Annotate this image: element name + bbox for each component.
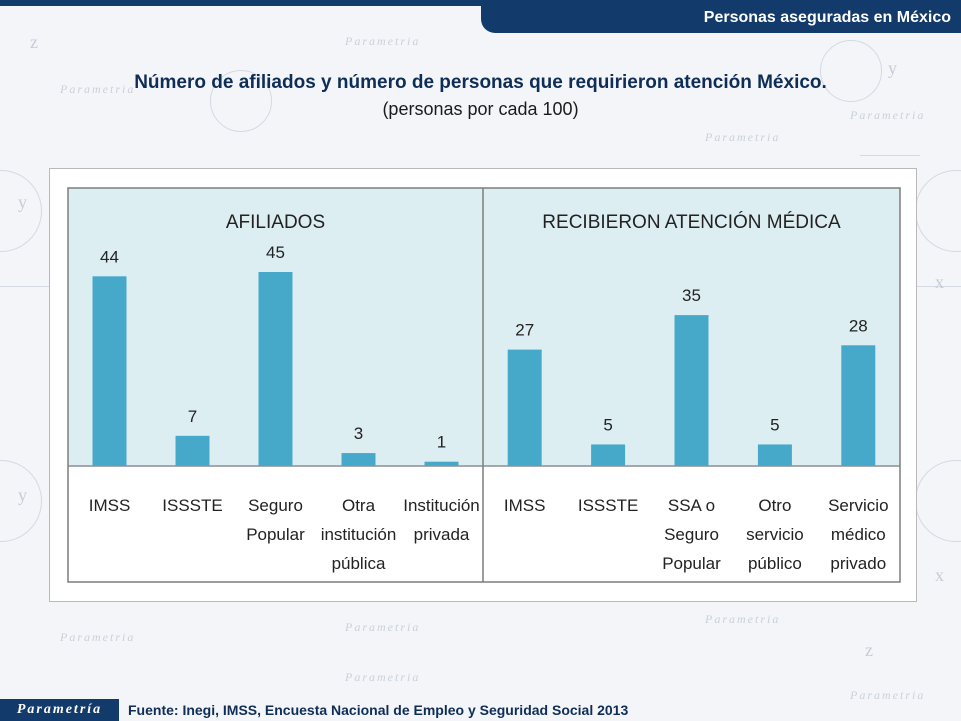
category-label: IMSS — [504, 496, 546, 515]
bar — [841, 345, 876, 466]
bar-value-label: 7 — [188, 407, 197, 426]
watermark-glyph: y — [18, 485, 27, 505]
watermark-text: Parametria — [345, 670, 421, 684]
category-label: Servicio — [828, 496, 888, 515]
parametria-logo: Parametría — [0, 699, 119, 721]
bar-value-label: 1 — [437, 433, 446, 452]
category-label: Seguro — [248, 496, 303, 515]
bar — [258, 272, 293, 466]
category-label: ISSSTE — [162, 496, 222, 515]
watermark-text: Parametria — [345, 34, 421, 48]
plot-border — [67, 187, 901, 583]
category-label: privada — [414, 525, 470, 544]
category-label: privado — [830, 554, 886, 573]
category-label: servicio — [746, 525, 804, 544]
watermark-line — [860, 155, 920, 156]
chart-subtitle: (personas por cada 100) — [382, 99, 579, 119]
category-label: público — [748, 554, 802, 573]
bar — [507, 349, 542, 466]
category-label: pública — [332, 554, 386, 573]
bar-value-label: 3 — [354, 424, 363, 443]
panel-title: RECIBIERON ATENCIÓN MÉDICA — [542, 211, 841, 233]
category-label: Otro — [758, 496, 791, 515]
category-label: Institución — [403, 496, 480, 515]
panel-title: AFILIADOS — [226, 212, 325, 233]
category-label: Popular — [246, 525, 305, 544]
watermark-line — [0, 286, 49, 287]
watermark-glyph: y — [18, 192, 27, 212]
bar-value-label: 44 — [100, 247, 119, 266]
category-label: SSA o — [668, 496, 715, 515]
category-label: ISSSTE — [578, 496, 638, 515]
chart-title: Número de afiliados y número de personas… — [134, 72, 827, 93]
watermark-circle — [915, 460, 961, 542]
watermark-glyph: z — [865, 640, 873, 660]
watermark-text: Parametria — [850, 688, 926, 702]
watermark-glyph: x — [935, 565, 944, 585]
bar-value-label: 27 — [515, 321, 534, 340]
watermark-glyph: x — [935, 272, 944, 292]
bar — [757, 444, 792, 466]
watermark-circle — [915, 170, 961, 252]
bar-value-label: 35 — [682, 286, 701, 305]
category-label: Popular — [662, 554, 721, 573]
logo-text: Parametría — [16, 702, 103, 717]
header-tab-title: Personas aseguradas en México — [703, 8, 951, 26]
watermark-circle — [820, 40, 882, 102]
bar-value-label: 45 — [266, 243, 285, 262]
category-label: Otra — [342, 496, 376, 515]
watermark-text: Parametria — [60, 82, 136, 96]
watermark-text: Parametria — [60, 630, 136, 644]
bar-value-label: 5 — [603, 415, 612, 434]
category-label: IMSS — [89, 496, 131, 515]
top-bar — [0, 0, 961, 6]
category-label: institución — [321, 525, 397, 544]
bar — [175, 435, 210, 466]
chart-frame: AFILIADOS 44 IMSS 7 ISSSTE 45 Seguro Popular 3 Ot… — [49, 168, 917, 602]
bar-value-label: 28 — [849, 316, 868, 335]
watermark-text: Parametria — [345, 620, 421, 634]
bar-chart: AFILIADOS 44 IMSS 7 ISSSTE 45 Seguro Popular 3 Ot… — [67, 187, 901, 583]
bar — [341, 453, 376, 466]
watermark-circle — [210, 70, 272, 132]
bar — [92, 276, 127, 466]
source-note: Fuente: Inegi, IMSS, Encuesta Nacional d… — [128, 702, 629, 718]
watermark-line — [917, 286, 961, 287]
category-label: médico — [831, 525, 886, 544]
bar — [674, 315, 709, 466]
bar — [591, 444, 626, 466]
watermark-text: Parametria — [850, 108, 926, 122]
category-label: Seguro — [664, 525, 719, 544]
header-tab: Personas aseguradas en México — [481, 2, 961, 33]
watermark-glyph: z — [30, 32, 38, 52]
watermark-glyph: y — [888, 58, 897, 78]
bar — [424, 461, 459, 466]
watermark-text: Parametria — [705, 612, 781, 626]
bar-value-label: 5 — [770, 415, 779, 434]
watermark-text: Parametria — [705, 130, 781, 144]
